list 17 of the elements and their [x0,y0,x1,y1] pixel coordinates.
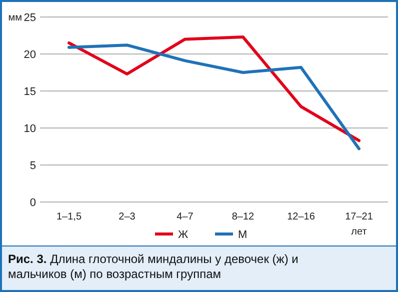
legend-label: Ж [178,228,188,241]
chart-title: Рис. 3. Длина глоточной миндалины у девочек (ж) и мальчиков (м) по возрастным группам [8,252,298,281]
y-tick-label: 5 [30,160,36,172]
y-axis-title: мм [8,12,22,24]
x-tick-label: 12–16 [287,212,316,222]
y-tick-label: 20 [24,48,36,61]
y-tick-label: 0 [30,196,36,209]
legend-label: М [238,228,248,241]
x-tick-label: 1–1,5 [56,212,82,222]
x-tick-label: 2–3 [118,212,136,222]
x-tick-label: 8–12 [232,212,255,222]
x-tick-label: 4–7 [176,212,194,222]
x-axis-title: лет [351,226,368,238]
y-tick-label: 15 [24,86,36,98]
x-tick-label: 17–21 [345,212,374,222]
y-tick-label: 25 [24,12,36,24]
y-tick-label: 10 [24,122,36,135]
